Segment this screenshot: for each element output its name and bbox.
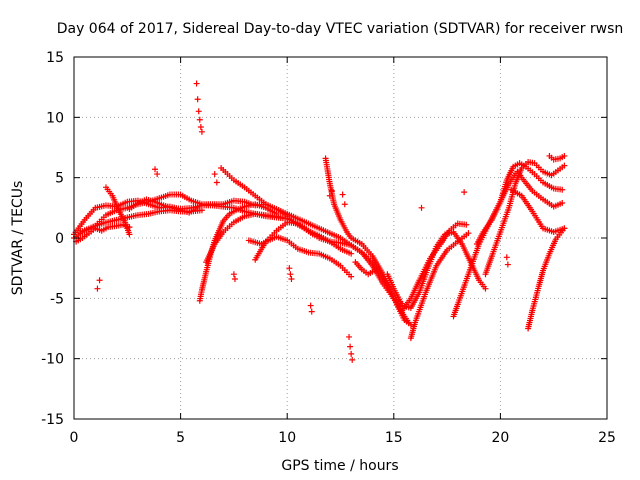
y-tick-label: -5	[50, 291, 64, 307]
x-tick-label: 20	[491, 430, 509, 446]
y-tick-label: 5	[55, 171, 64, 187]
data-point	[347, 343, 354, 350]
y-tick-label: 15	[46, 50, 64, 66]
y-axis-label: SDTVAR / TECUs	[10, 181, 26, 296]
data-point	[461, 189, 468, 196]
data-point	[339, 191, 346, 198]
data-point	[198, 207, 205, 214]
data-point	[463, 221, 470, 228]
data-point	[152, 166, 159, 173]
data-point	[288, 276, 295, 283]
data-point	[309, 231, 316, 238]
data-point	[326, 192, 333, 199]
data-point	[308, 308, 315, 315]
y-tick-label: 10	[46, 110, 64, 126]
data-point	[341, 201, 348, 208]
x-tick-label: 0	[70, 430, 79, 446]
x-tick-label: 10	[278, 430, 296, 446]
data-point	[418, 204, 425, 211]
data-point	[286, 265, 293, 272]
x-axis-label: GPS time / hours	[281, 458, 398, 474]
data-point	[126, 224, 133, 231]
data-point	[211, 171, 218, 178]
data-point	[195, 108, 202, 115]
data-point	[196, 116, 203, 123]
data-point	[373, 265, 380, 272]
data-point	[328, 187, 335, 194]
data-point	[287, 271, 294, 278]
data-point	[561, 225, 568, 232]
data-point	[561, 152, 568, 159]
data-point	[198, 128, 205, 135]
data-point	[194, 96, 201, 103]
data-point	[230, 271, 237, 278]
data-point	[213, 179, 220, 186]
data-point	[465, 230, 472, 237]
data-point	[559, 186, 566, 193]
data-point	[96, 277, 103, 284]
data-point	[349, 356, 356, 363]
data-point	[503, 254, 510, 261]
data-point	[197, 123, 204, 130]
y-tick-label: 0	[55, 231, 64, 247]
chart-title: Day 064 of 2017, Sidereal Day-to-day VTE…	[57, 21, 624, 37]
x-tick-label: 5	[176, 430, 185, 446]
y-tick-label: -15	[41, 412, 64, 428]
data-point	[94, 285, 101, 292]
y-tick-label: -10	[41, 352, 64, 368]
data-point	[482, 285, 489, 292]
data-point	[154, 171, 161, 178]
data-point	[348, 350, 355, 357]
data-point	[348, 273, 355, 280]
data-point	[194, 204, 201, 211]
data-point	[561, 162, 568, 169]
data-points	[71, 80, 568, 363]
data-point	[307, 302, 314, 309]
x-tick-label: 25	[598, 430, 616, 446]
axis-ticks: 0 5 10 15 20 25 -15 -10 -5 0 5 10 15	[41, 50, 616, 446]
data-point	[504, 261, 511, 268]
data-point	[348, 250, 355, 257]
data-point	[559, 200, 566, 207]
x-tick-label: 15	[385, 430, 403, 446]
data-point	[231, 276, 238, 283]
data-point	[346, 333, 353, 340]
data-point	[193, 80, 200, 87]
data-point	[126, 231, 133, 238]
